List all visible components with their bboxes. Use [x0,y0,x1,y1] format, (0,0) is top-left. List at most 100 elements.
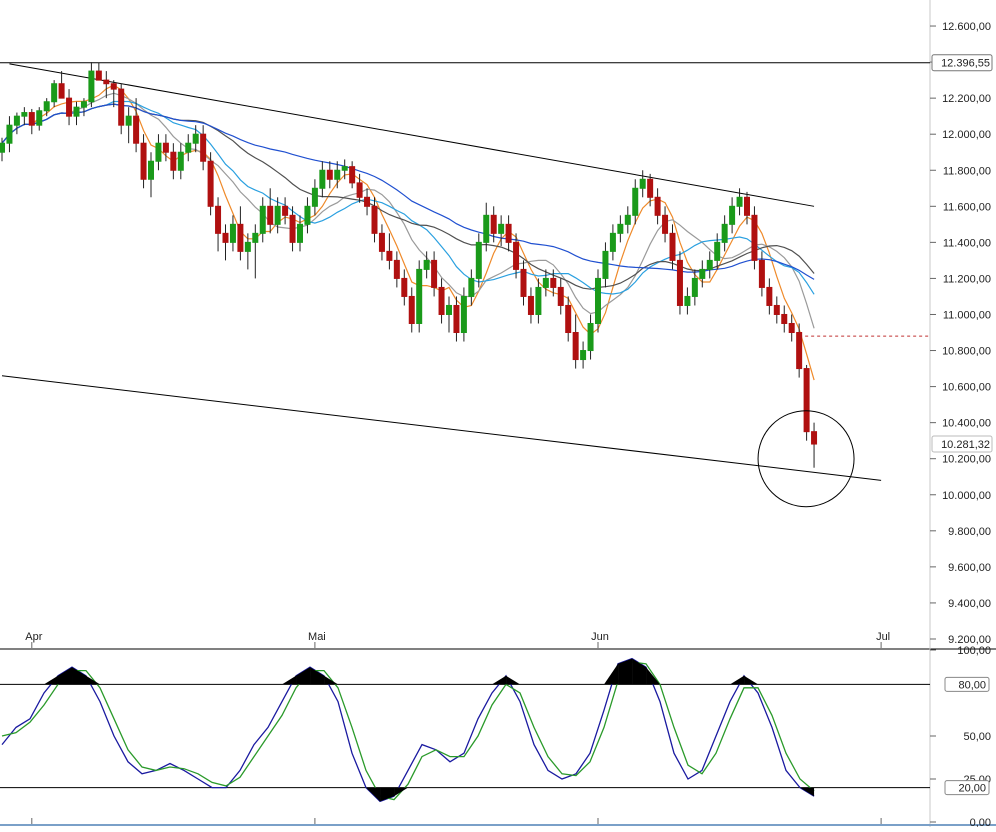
candle-down [349,166,356,184]
candle-down [140,142,147,180]
candle-up [617,223,624,234]
candle-down [215,205,222,234]
time-axis: AprMaiJunJulAug [25,631,890,824]
candle-up [587,322,594,352]
candle-up [21,112,28,117]
candle-down [378,232,385,252]
candle-down [110,83,117,90]
candle-down [669,232,676,261]
candle-down [371,205,378,234]
resistance-label-box [931,54,993,72]
price-tick-label: 10.800,00 [942,346,991,358]
candle-up [229,223,236,243]
osc-level-box [944,676,990,692]
candle-up [736,196,743,207]
osc-tick-label: 100,00 [957,645,991,657]
time-label: Jul [876,631,890,643]
candle-down [676,259,683,306]
candle-down [386,250,393,261]
highlight-circle [757,410,855,508]
trend-line [1,375,882,481]
candle-down [133,115,140,144]
candle-up [13,115,20,126]
oscillator-line [1,661,815,801]
moving-average-line [1,100,815,295]
overbought-fill [492,675,507,685]
time-label: Apr [25,631,42,643]
candle-up [423,259,430,270]
candle-down [282,205,289,216]
price-tick-label: 10.600,00 [942,382,991,394]
candle-up [192,133,199,144]
candle-up [51,83,58,103]
candle-down [162,142,169,153]
oversold-fill [380,787,395,802]
candle-up [125,115,132,126]
candle-down [803,368,810,433]
oversold-fill [800,787,815,797]
candle-up [699,268,706,279]
candle-down [565,304,572,334]
candle-down [572,332,579,361]
candle-up [460,295,467,334]
candle-down [66,97,73,117]
moving-average-line [1,103,815,290]
price-tick-label: 9.400,00 [948,598,991,610]
candle-down [267,205,274,225]
candle-down [170,151,177,171]
candle-down [513,241,520,270]
candle-down [796,332,803,370]
candle-down [490,214,497,234]
candle-down [766,286,773,306]
overbought-fill [44,675,59,685]
candle-down [207,160,214,207]
candle-up [416,268,423,324]
price-tick-label: 12.200,00 [942,93,991,105]
overbought-fill [282,675,297,685]
candle-down [103,79,110,85]
candle-up [88,70,95,103]
moving-average-line [1,103,815,280]
overbought-fill [618,658,633,685]
candle-down [438,286,445,315]
osc-level-label: 20,00 [958,783,986,795]
last-price-box [931,435,993,453]
candle-down [744,196,750,216]
candle-down [788,322,795,334]
overbought-fill [58,667,73,685]
candle-down [58,83,65,99]
candle-up [80,101,87,108]
candle-up [274,205,281,225]
candle-down [773,304,780,315]
candle-up [706,259,713,270]
candle-up [595,277,601,324]
candle-up [609,232,616,252]
candle-down [95,70,102,81]
candle-down [28,112,35,126]
trend-line [9,63,815,207]
candle-up [580,350,587,361]
candle-down [408,295,415,324]
candle-up [483,214,490,243]
candle-down [289,214,296,243]
candle-down [527,295,534,315]
candle-up [714,241,721,261]
osc-tick-label: 0,00 [970,817,991,827]
candle-up [334,169,341,180]
oversold-fill [366,787,381,802]
overbought-fill [730,675,745,685]
candle-up [304,205,311,225]
candle-up [6,124,13,144]
price-tick-label: 11.000,00 [943,309,991,321]
candle-down [781,313,788,324]
oscillator-line [1,657,815,803]
candle-up [729,205,736,225]
price-tick-label: 9.600,00 [948,562,991,574]
price-tick-label: 11.800,00 [943,165,991,177]
candle-up [341,166,348,171]
candle-up [535,286,542,315]
price-tick-label: 11.600,00 [943,201,991,213]
